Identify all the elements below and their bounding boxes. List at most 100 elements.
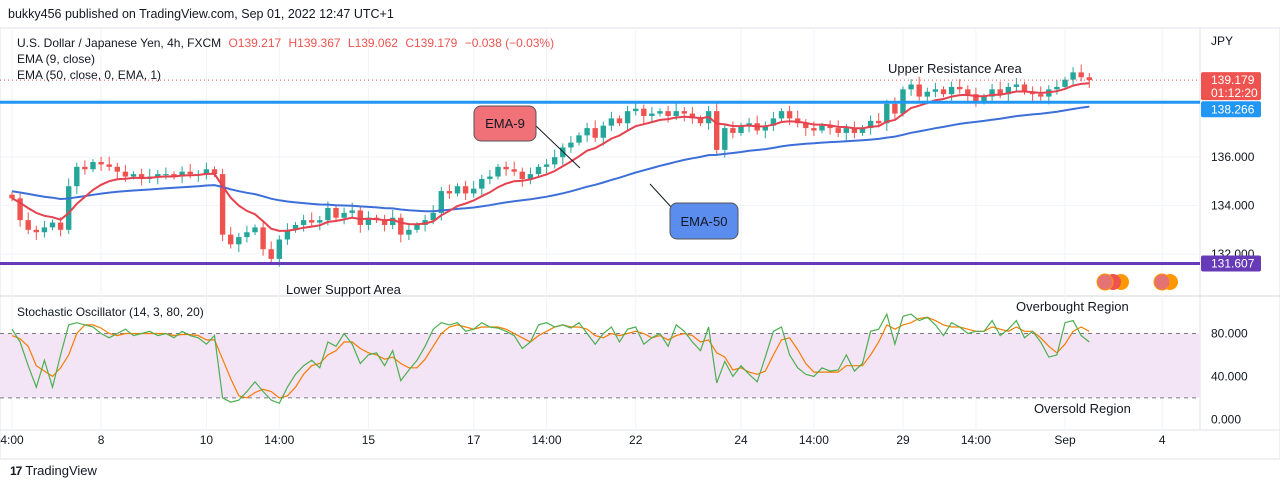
candles-group — [9, 64, 1092, 267]
support-badge-text: 131.607 — [1211, 257, 1255, 271]
time-tick-label: Sep — [1054, 433, 1076, 447]
candle-body — [114, 166, 120, 172]
candle-body — [1078, 72, 1084, 78]
candle-body — [827, 125, 833, 129]
candle-body — [665, 111, 671, 116]
candle-body — [560, 147, 566, 158]
ema50-line — [11, 105, 1090, 213]
overbought-label: Overbought Region — [1016, 299, 1129, 314]
footer-brand: 17 TradingView — [10, 463, 97, 478]
candle-body — [989, 89, 995, 97]
candle-body — [381, 220, 388, 225]
candle-body — [616, 118, 623, 124]
last-price-badge — [1201, 72, 1261, 101]
candle-body — [228, 234, 234, 245]
candle-body — [406, 229, 412, 235]
candle-body — [292, 224, 299, 230]
stoch-band — [0, 333, 1200, 398]
ema9-callout-box — [473, 105, 537, 142]
candle-body — [349, 210, 355, 213]
ema9-line — [11, 82, 1090, 232]
stoch-d-line — [11, 316, 1090, 399]
legend-close: C139.179 — [405, 36, 457, 50]
candle-body — [390, 217, 396, 225]
legend-open: O139.217 — [228, 36, 281, 50]
candle-body — [276, 239, 282, 259]
candle-body — [908, 84, 914, 90]
candle-body — [211, 169, 218, 175]
candle-body — [317, 220, 323, 223]
candle-body — [535, 166, 542, 175]
candle-body — [1021, 84, 1028, 92]
support-badge — [1201, 255, 1261, 272]
ema50-callout: EMA-50 — [649, 183, 739, 240]
ema50-callout-pointer — [649, 183, 673, 209]
candle-body — [49, 222, 56, 228]
event-flag-icon[interactable] — [1153, 273, 1171, 291]
candle-body — [641, 108, 647, 116]
candle-body — [786, 111, 793, 119]
resistance-badge-text: 138.266 — [1211, 102, 1255, 116]
stoch-k-line — [11, 312, 1090, 405]
legend-symbol: U.S. Dollar / Japanese Yen, 4h, FXCM — [17, 36, 221, 50]
legend-low: L139.062 — [348, 36, 398, 50]
time-tick-label: 14:00 — [532, 433, 562, 447]
last-price-badge-text: 01:12:20 — [1211, 86, 1258, 100]
lower-support-label: Lower Support Area — [286, 282, 402, 297]
candle-body — [1062, 79, 1068, 87]
candle-body — [819, 125, 825, 131]
candle-body — [657, 111, 663, 114]
candle-body — [592, 128, 598, 138]
event-flag-icon[interactable] — [1096, 273, 1114, 291]
candle-body — [203, 169, 210, 175]
candle-body — [414, 224, 420, 230]
legend-ema9: EMA (9, close) — [17, 52, 95, 66]
stoch-legend: Stochastic Oscillator (14, 3, 80, 20) — [17, 305, 204, 319]
candle-body — [33, 229, 39, 233]
candle-body — [1005, 86, 1011, 95]
candle-body — [552, 157, 558, 165]
candle-body — [179, 171, 185, 177]
ema9-callout-text: EMA-9 — [485, 116, 525, 131]
candle-body — [940, 89, 947, 95]
candle-body — [770, 118, 777, 126]
price-tick-label: 134.000 — [1211, 199, 1255, 213]
candle-body — [924, 91, 930, 97]
publisher-line: bukky456 published on TradingView.com, S… — [8, 7, 394, 21]
time-tick-label: 15 — [362, 433, 376, 447]
time-tick-label: 4:00 — [0, 433, 24, 447]
candle-body — [341, 212, 347, 218]
tradingview-logo-icon: 17 — [10, 463, 22, 478]
candle-body — [600, 125, 606, 138]
candle-body — [106, 164, 112, 167]
candle-body — [438, 191, 444, 213]
candle-body — [398, 217, 404, 235]
candle-body — [82, 166, 88, 170]
candle-body — [835, 128, 841, 133]
last-price-badge-text: 139.179 — [1211, 73, 1255, 87]
time-tick-label: 14:00 — [264, 433, 294, 447]
candle-body — [633, 108, 639, 112]
footer-brand-text: TradingView — [25, 463, 97, 478]
candle-body — [568, 142, 574, 148]
candle-body — [762, 125, 768, 131]
time-tick-label: 4 — [1159, 433, 1166, 447]
candle-body — [543, 164, 550, 167]
candle-body — [973, 94, 979, 102]
candle-body — [503, 166, 509, 170]
candle-body — [155, 174, 161, 177]
stoch-tick-label: 0.000 — [1211, 412, 1241, 426]
candle-body — [714, 111, 720, 150]
ema-lines-group — [11, 82, 1090, 232]
candle-body — [884, 103, 890, 124]
candle-body — [997, 89, 1003, 95]
legend-ema50: EMA (50, close, 0, EMA, 1) — [17, 68, 161, 82]
candle-body — [252, 227, 258, 233]
candle-body — [511, 169, 517, 172]
candle-body — [584, 128, 590, 136]
candle-body — [163, 174, 169, 176]
candle-body — [333, 208, 339, 218]
candle-body — [430, 212, 436, 221]
